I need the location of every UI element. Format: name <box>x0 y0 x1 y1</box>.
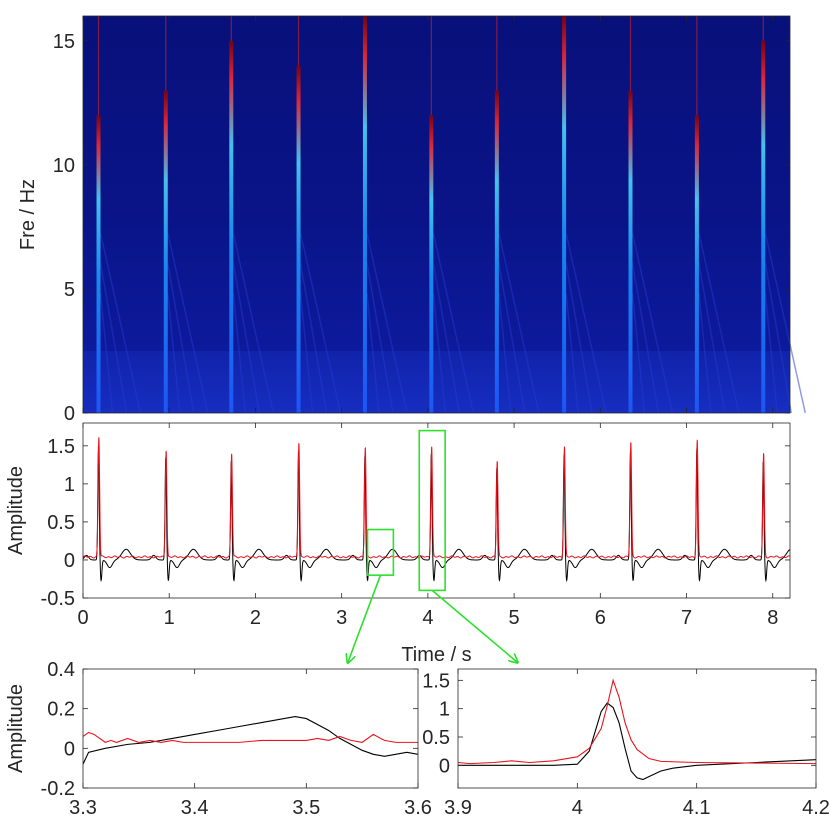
spectrogram-beat-band <box>429 115 434 413</box>
spectrogram-ytick-label: 15 <box>53 31 75 53</box>
spectrogram-streak <box>232 292 247 414</box>
signal-xlabel: Time / s <box>401 644 471 666</box>
zoom-right-xtick-label: 4.2 <box>802 797 830 819</box>
spectrogram-streak <box>232 262 261 414</box>
spectrogram-beat-band <box>362 16 367 413</box>
signal-ytick-label: 1.5 <box>47 436 75 458</box>
spectrogram-beat-band <box>96 115 101 413</box>
zoom-left-xtick-label: 3.5 <box>292 797 320 819</box>
spectrogram-streak <box>631 262 660 414</box>
zoom-right-xtick-label: 3.9 <box>444 797 472 819</box>
signal-ytick-label: 1 <box>64 474 75 496</box>
zoom-left-xtick-label: 3.6 <box>404 797 432 819</box>
spectrogram-beat-band <box>163 90 168 413</box>
zoom-left-ytick-label: 0.4 <box>47 659 75 681</box>
zoom-left-series-black <box>83 716 418 765</box>
spectrogram-streak <box>631 232 674 414</box>
spectrogram-streak <box>432 232 475 414</box>
zoom-right-ytick-label: 0.5 <box>422 727 450 749</box>
zoom-left-xtick-label: 3.4 <box>181 797 209 819</box>
signal-ytick-label: -0.5 <box>41 588 75 610</box>
spectrogram-lowfreq-band <box>83 350 790 413</box>
spectrogram-ytick-label: 5 <box>64 279 75 301</box>
spectrogram-beat-band <box>562 16 567 413</box>
spectrogram-streak <box>764 232 807 414</box>
zoom-right-series-black <box>458 702 816 781</box>
zoom-right-frame <box>457 668 817 789</box>
spectrogram-streak <box>498 232 540 414</box>
zoom-right-background <box>458 669 816 788</box>
spectrogram-streak <box>366 262 394 414</box>
spectrogram-ylabel: Fre / Hz <box>17 179 39 250</box>
signal-xtick-label: 5 <box>509 607 520 629</box>
spectrogram-streak <box>764 292 779 414</box>
spectrogram-streak <box>565 292 579 414</box>
spectrogram-streak <box>432 292 447 414</box>
zoom-left-xtick-label: 3.3 <box>69 797 97 819</box>
spectrogram-beat-band <box>628 90 633 413</box>
spectrogram-ytick-label: 0 <box>64 403 75 425</box>
zoom-right-ytick-label: 1 <box>439 699 450 721</box>
signal-xtick-label: 7 <box>681 607 692 629</box>
zoom-left-ytick-label: 0.2 <box>47 699 75 721</box>
zoom-left-ytick-label: -0.2 <box>41 778 75 800</box>
spectrogram-ytick-label: 10 <box>53 155 75 177</box>
signal-xtick-label: 0 <box>77 607 88 629</box>
spectrogram-streak <box>698 292 712 414</box>
zoom-arrow-left <box>348 574 382 662</box>
spectrogram-streak <box>565 262 593 414</box>
spectrogram-streak <box>698 232 740 414</box>
zoom-right-ytick-label: 1.5 <box>422 670 450 692</box>
spectrogram-streak <box>565 232 607 414</box>
zoom-left-ytick-label: 0 <box>64 738 75 760</box>
spectrogram-streak <box>167 232 209 414</box>
signal-series-red <box>82 437 791 559</box>
spectrogram-streak <box>167 262 195 414</box>
zoom-right-ytick-label: 0 <box>439 755 450 777</box>
spectrogram-frame <box>82 15 791 414</box>
signal-ytick-label: 0 <box>64 550 75 572</box>
spectrogram-beat-band <box>694 115 699 413</box>
spectrogram-background <box>83 16 790 413</box>
signal-frame <box>82 422 791 599</box>
zoom-left-ylabel: Amplitude <box>5 684 27 773</box>
spectrogram-streak <box>498 262 526 414</box>
spectrogram-streak <box>99 232 142 414</box>
spectrogram-streak <box>631 292 646 414</box>
spectrogram-streak <box>498 292 512 414</box>
spectrogram-streak <box>299 292 314 414</box>
spectrogram-streak <box>299 232 342 414</box>
zoom-right-xtick-label: 4 <box>572 797 583 819</box>
spectrogram-beat-band <box>229 40 234 413</box>
signal-xtick-label: 6 <box>595 607 606 629</box>
spectrogram-streak <box>299 262 328 414</box>
spectrogram-beat-band <box>761 40 766 413</box>
zoom-left-frame <box>82 668 419 789</box>
signal-xtick-label: 4 <box>422 607 433 629</box>
spectrogram-streak <box>99 262 128 414</box>
signal-xtick-label: 2 <box>250 607 261 629</box>
zoom-right-xtick-label: 4.1 <box>683 797 711 819</box>
spectrogram-streak <box>698 262 726 414</box>
signal-ytick-label: 0.5 <box>47 512 75 534</box>
signal-xtick-label: 1 <box>164 607 175 629</box>
spectrogram-streak <box>366 292 380 414</box>
spectrogram-streak <box>764 262 793 414</box>
spectrogram-streak <box>432 262 461 414</box>
spectrogram-streak <box>232 232 275 414</box>
spectrogram-streak <box>99 292 114 414</box>
spectrogram-streak <box>167 292 181 414</box>
zoom-right-series-red <box>458 678 816 765</box>
spectrogram-beat-band <box>296 65 301 413</box>
signal-xtick-label: 8 <box>767 607 778 629</box>
zoom-arrow-right <box>431 589 517 662</box>
spectrogram-streak <box>366 232 408 414</box>
zoom-left-background <box>83 669 418 788</box>
spectrogram-beat-band <box>494 90 499 413</box>
signal-ylabel: Amplitude <box>5 466 27 555</box>
signal-xtick-label: 3 <box>336 607 347 629</box>
signal-background <box>83 423 790 598</box>
zoom-left-series-red <box>83 731 418 743</box>
